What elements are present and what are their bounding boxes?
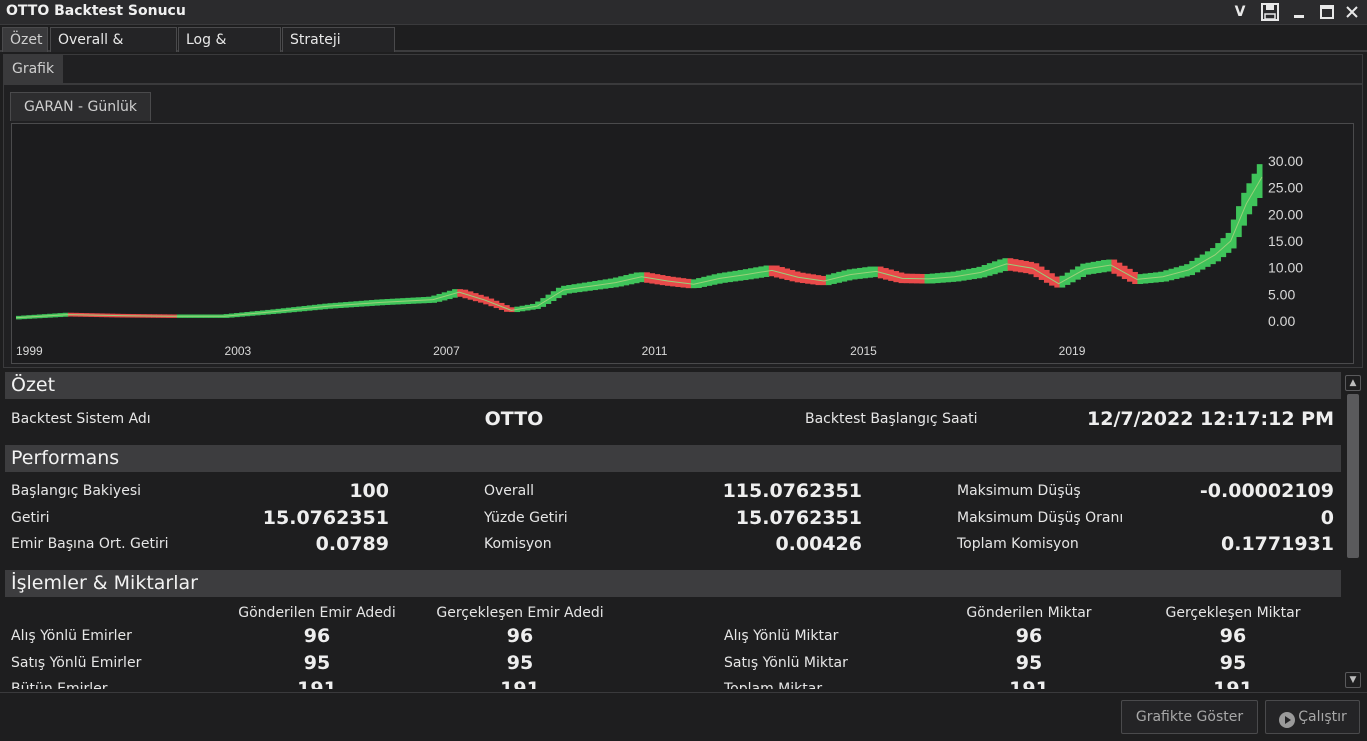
quantity-value: 191 (1009, 678, 1049, 689)
x-tick-label: 2015 (850, 344, 877, 358)
col-header: Gerçekleşen Miktar (1165, 605, 1301, 621)
y-tick-label: 20.00 (1268, 206, 1303, 222)
tab-overall-emirler[interactable]: Overall & Emirler (50, 27, 177, 72)
perf-label: Emir Başına Ort. Getiri (11, 536, 169, 552)
scroll-up-icon[interactable]: ▲ (1345, 375, 1361, 391)
perf-label: Getiri (11, 510, 50, 526)
maximize-icon[interactable] (1316, 2, 1338, 23)
orders-label: Alış Yönlü Emirler (11, 628, 132, 644)
summary-panel: Özet Backtest Sistem Adı OTTO Backtest B… (5, 372, 1341, 689)
perf-label: Başlangıç Bakiyesi (11, 483, 142, 499)
tab-strateji-bilgileri[interactable]: Strateji Bilgileri (282, 27, 395, 72)
quantity-value: 95 (1015, 652, 1043, 674)
orders-value: 96 (506, 625, 534, 647)
quantity-label: Alış Yönlü Miktar (724, 628, 839, 644)
perf-value: 0.00426 (775, 533, 862, 555)
quantity-value: 95 (1219, 652, 1247, 674)
col-header: Gerçekleşen Emir Adedi (436, 605, 604, 621)
close-icon[interactable] (1341, 2, 1363, 23)
quantity-value: 96 (1015, 625, 1043, 647)
scroll-thumb[interactable] (1347, 394, 1359, 558)
run-button-label: Çalıştır (1298, 709, 1347, 725)
system-name-value: OTTO (484, 408, 544, 430)
col-header: Gönderilen Emir Adedi (238, 605, 396, 621)
orders-value: 191 (500, 678, 540, 689)
system-name-label: Backtest Sistem Adı (11, 411, 151, 427)
perf-label: Maksimum Düşüş Oranı (957, 510, 1124, 526)
perf-label: Maksimum Düşüş (957, 483, 1081, 499)
perf-value: 0 (1320, 507, 1334, 529)
perf-value: 115.0762351 (722, 480, 862, 502)
quantity-label: Toplam Miktar (724, 681, 823, 689)
orders-value: 96 (303, 625, 331, 647)
section-header-ozet: Özet (5, 372, 1341, 399)
orders-value: 95 (506, 652, 534, 674)
y-tick-label: 25.00 (1268, 180, 1303, 196)
tab-grafik[interactable]: Grafik (4, 55, 63, 83)
show-on-chart-button[interactable]: Grafikte Göster (1121, 700, 1258, 734)
subtab-divider (4, 83, 1362, 85)
y-tick-label: 30.00 (1268, 153, 1303, 169)
y-tick-label: 0.00 (1268, 313, 1295, 329)
chart-svg: 0.00 5.00 10.00 15.00 20.00 25.00 30.00 1999 200… (15, 153, 1303, 358)
orders-value: 95 (303, 652, 331, 674)
y-tick-label: 15.00 (1268, 233, 1303, 249)
perf-label: Overall (484, 483, 535, 499)
quantity-value: 96 (1219, 625, 1247, 647)
vertical-scrollbar[interactable]: ▲ ▼ (1344, 374, 1362, 690)
candle-bar (1054, 276, 1061, 288)
perf-label: Komisyon (484, 536, 552, 552)
perf-value: -0.00002109 (1199, 480, 1334, 502)
v-menu-button[interactable]: V (1234, 4, 1246, 20)
start-time-value: 12/7/2022 12:17:12 PM (1087, 408, 1334, 430)
tab-chart-symbol[interactable]: GARAN - Günlük (10, 92, 151, 121)
perf-label: Yüzde Getiri (484, 510, 568, 526)
section-header-performans: Performans (5, 445, 1341, 472)
save-icon[interactable] (1259, 2, 1281, 23)
tab-ozet[interactable]: Özet (2, 27, 48, 52)
quantity-label: Satış Yönlü Miktar (724, 655, 848, 671)
orders-label: Bütün Emirler (11, 681, 108, 689)
y-tick-label: 5.00 (1268, 286, 1295, 302)
perf-value: 15.0762351 (262, 507, 389, 529)
minimize-icon[interactable] (1288, 2, 1310, 23)
perf-value: 0.0789 (315, 533, 389, 555)
perf-value: 0.1771931 (1221, 533, 1334, 555)
col-header: Gönderilen Miktar (966, 605, 1092, 621)
quantity-value: 191 (1213, 678, 1253, 689)
price-line (15, 176, 1263, 319)
candle-bar (509, 307, 515, 313)
tab-log-debug[interactable]: Log & Debug (178, 27, 281, 72)
run-button[interactable]: Çalıştır (1265, 700, 1360, 734)
price-chart[interactable]: 0.00 5.00 10.00 15.00 20.00 25.00 30.00 1999 200… (11, 123, 1354, 364)
perf-label: Toplam Komisyon (957, 536, 1079, 552)
orders-label: Satış Yönlü Emirler (11, 655, 142, 671)
x-tick-label: 1999 (16, 344, 43, 358)
play-icon (1278, 709, 1296, 741)
perf-value: 100 (349, 480, 389, 502)
title-bar: OTTO Backtest Sonucu V (0, 0, 1367, 25)
section-header-islemler: İşlemler & Miktarlar (5, 570, 1341, 597)
window-title: OTTO Backtest Sonucu (6, 3, 186, 19)
x-tick-label: 2003 (225, 344, 252, 358)
y-tick-label: 10.00 (1268, 260, 1303, 276)
perf-value: 15.0762351 (735, 507, 862, 529)
orders-value: 191 (297, 678, 337, 689)
x-tick-label: 2011 (642, 344, 668, 358)
start-time-label: Backtest Başlangıç Saati (805, 411, 978, 427)
scroll-down-icon[interactable]: ▼ (1345, 672, 1361, 688)
main-tab-strip: Özet Overall & Emirler Log & Debug Strat… (0, 26, 1367, 72)
x-tick-label: 2019 (1059, 344, 1086, 358)
x-tick-label: 2007 (433, 344, 460, 358)
